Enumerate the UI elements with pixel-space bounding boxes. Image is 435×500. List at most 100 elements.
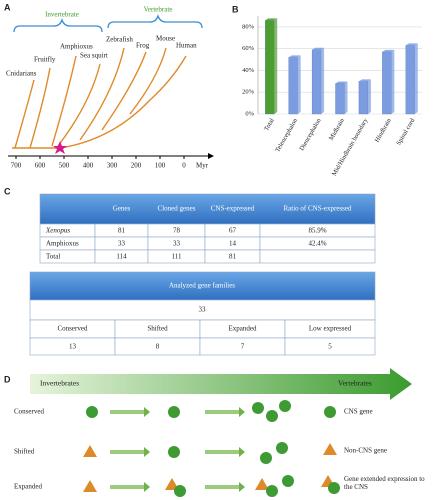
axis-tick-label: 600 xyxy=(35,162,46,170)
table-text: 5 xyxy=(328,343,332,351)
legend-label: CNS gene xyxy=(344,408,373,416)
tables: Genes Cloned genes CNS-expressed Ratio of C… xyxy=(29,193,376,356)
table-header xyxy=(29,271,376,301)
taxon: Human xyxy=(176,42,197,50)
row-label: Expanded xyxy=(14,483,42,491)
star xyxy=(53,141,67,154)
cns-gene xyxy=(324,406,336,418)
taxon: Mouse xyxy=(156,35,175,43)
axis-tick-label: 100 xyxy=(155,162,166,170)
x-tick-label: Total xyxy=(263,117,276,132)
brace xyxy=(13,17,103,33)
table-text: 42.4% xyxy=(308,240,326,248)
small-arrow-head xyxy=(144,407,150,417)
bar-side xyxy=(274,18,278,114)
bar xyxy=(265,20,275,115)
bar-side xyxy=(344,81,348,114)
taxon: Fruitfly xyxy=(34,56,56,64)
table-cell xyxy=(284,337,376,356)
bar-side xyxy=(391,49,395,114)
x-tick-label: Spinal cord xyxy=(395,117,416,147)
axis-unit: Myr xyxy=(196,162,209,170)
table-text: 33 xyxy=(118,240,126,248)
table-text: 78 xyxy=(173,227,181,235)
non-cns-gene xyxy=(83,480,97,492)
axis-tick-label: 0 xyxy=(182,162,186,170)
table-header xyxy=(39,193,376,225)
column-header: Shifted xyxy=(147,325,168,333)
column-header: Cloned genes xyxy=(158,205,196,213)
evolution-arrow xyxy=(30,368,412,400)
table-text: 111 xyxy=(172,253,182,261)
table-text: 85.9% xyxy=(308,227,326,235)
taxon: Zebrafish xyxy=(106,36,133,44)
small-arrow-head xyxy=(239,447,245,457)
taxon: Sea squirt xyxy=(80,52,108,60)
bar-top xyxy=(335,81,348,84)
cns-gene xyxy=(168,446,180,458)
table-text: 33 xyxy=(173,240,181,248)
small-arrow-head xyxy=(144,447,150,457)
non-cns-gene xyxy=(323,443,337,455)
cns-gene xyxy=(266,485,278,497)
bar-top xyxy=(312,47,325,50)
cns-gene xyxy=(266,410,278,422)
panel-label: B xyxy=(232,4,239,14)
table-text: 8 xyxy=(156,343,160,351)
cns-gene xyxy=(328,482,340,494)
panel-label: A xyxy=(4,2,11,12)
panel-label: D xyxy=(4,374,11,384)
small-arrow-head xyxy=(239,482,245,492)
small-arrow xyxy=(205,485,239,489)
bar-top xyxy=(265,18,278,21)
non-cns-gene xyxy=(255,478,269,490)
table-text: Xenopus xyxy=(45,227,70,235)
small-arrow xyxy=(110,485,144,489)
bar xyxy=(311,49,322,115)
table-text: Total xyxy=(46,253,60,261)
y-tick-label: 40% xyxy=(242,67,255,74)
cns-gene xyxy=(260,452,272,464)
bar xyxy=(382,51,392,115)
small-arrow-head xyxy=(144,482,150,492)
column-header: Low expressed xyxy=(309,325,352,333)
bar-top xyxy=(382,49,395,52)
table-text: 114 xyxy=(116,253,127,261)
legend-box: Gene extended expression to the CNS xyxy=(344,475,425,491)
x-tick-label: Diencephalon xyxy=(298,117,322,152)
y-tick-label: 60% xyxy=(242,45,255,52)
axis-tick-label: 400 xyxy=(83,162,94,170)
cns-gene xyxy=(86,406,98,418)
bar-top xyxy=(358,79,371,82)
axis-tick-label: 300 xyxy=(107,162,118,170)
small-arrow-head xyxy=(239,407,245,417)
arrow-label: Invertebrates xyxy=(40,379,79,388)
small-arrow xyxy=(205,410,239,414)
column-header: Genes xyxy=(113,205,131,213)
bar-side xyxy=(367,79,371,114)
small-arrow xyxy=(110,450,144,454)
cns-gene xyxy=(252,402,264,414)
table-text: 67 xyxy=(229,227,237,235)
axis-tick-label: 700 xyxy=(11,162,22,170)
legend-label: Gene extended expression to the CNS xyxy=(344,475,425,491)
panel-label: C xyxy=(4,186,11,196)
bar xyxy=(335,83,345,115)
table-text: 81 xyxy=(118,227,126,235)
group-label: Vertebrate xyxy=(144,6,173,14)
table-text: 13 xyxy=(69,343,77,351)
axis-arrow xyxy=(208,153,214,159)
cns-gene xyxy=(174,485,186,497)
column-header: CNS-expressed xyxy=(211,205,255,213)
cns-gene xyxy=(276,442,288,454)
column-header: Expanded xyxy=(229,325,257,333)
bar-side xyxy=(414,43,418,114)
cns-gene xyxy=(168,406,180,418)
x-tick-label: Hindbrain xyxy=(374,117,394,144)
column-header: Ratio of CNS-expressed xyxy=(283,205,352,213)
y-tick-label: 80% xyxy=(242,23,255,30)
column-header: Conserved xyxy=(58,325,88,333)
axis-tick-label: 500 xyxy=(59,162,70,170)
table-title: Analyzed gene families xyxy=(169,282,235,290)
